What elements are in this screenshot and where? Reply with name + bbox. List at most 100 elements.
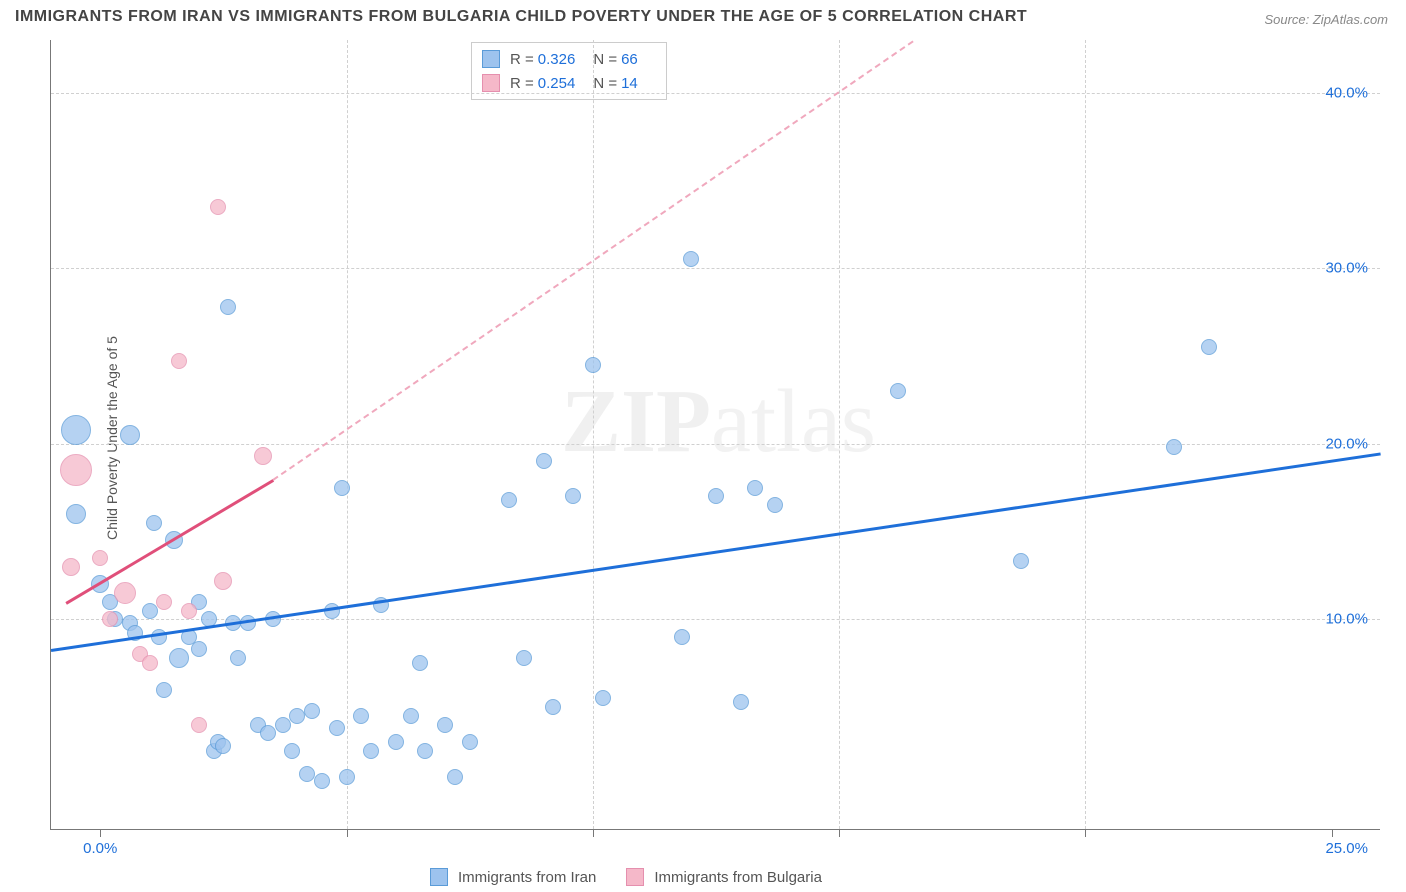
legend-item-bulgaria: Immigrants from Bulgaria — [626, 868, 822, 886]
data-point-iran — [462, 734, 478, 750]
gridline — [51, 93, 1380, 94]
data-point-iran — [767, 497, 783, 513]
legend-swatch-bulgaria-icon — [626, 868, 644, 886]
data-point-iran — [304, 703, 320, 719]
data-point-bulgaria — [142, 655, 158, 671]
data-point-iran — [545, 699, 561, 715]
data-point-iran — [329, 720, 345, 736]
data-point-bulgaria — [60, 454, 92, 486]
data-point-bulgaria — [156, 594, 172, 610]
data-point-iran — [230, 650, 246, 666]
n-label: N = — [593, 75, 617, 92]
legend-label-bulgaria: Immigrants from Bulgaria — [654, 869, 822, 886]
data-point-iran — [353, 708, 369, 724]
data-point-bulgaria — [171, 353, 187, 369]
stats-row-2: R = 0.254 N = 14 — [482, 71, 656, 95]
data-point-iran — [142, 603, 158, 619]
x-tick — [100, 829, 101, 837]
data-point-bulgaria — [102, 611, 118, 627]
r-label: R = — [510, 75, 534, 92]
x-axis-left-label: 0.0% — [83, 840, 117, 857]
data-point-iran — [683, 251, 699, 267]
data-point-bulgaria — [62, 558, 80, 576]
data-point-bulgaria — [254, 447, 272, 465]
plot-area: ZIPatlas R = 0.326 N = 66 R = 0.254 N = … — [50, 40, 1380, 830]
gridline — [593, 40, 594, 829]
chart-title: IMMIGRANTS FROM IRAN VS IMMIGRANTS FROM … — [15, 8, 1027, 26]
bottom-legend: Immigrants from Iran Immigrants from Bul… — [430, 868, 852, 886]
data-point-iran — [565, 488, 581, 504]
data-point-bulgaria — [191, 717, 207, 733]
n-value-2: 14 — [621, 75, 638, 92]
y-tick-label: 30.0% — [1325, 260, 1368, 277]
data-point-bulgaria — [214, 572, 232, 590]
data-point-iran — [289, 708, 305, 724]
data-point-bulgaria — [181, 603, 197, 619]
data-point-iran — [674, 629, 690, 645]
data-point-iran — [363, 743, 379, 759]
legend-label-iran: Immigrants from Iran — [458, 869, 596, 886]
x-tick — [1332, 829, 1333, 837]
watermark-thin: atlas — [711, 372, 876, 471]
data-point-iran — [260, 725, 276, 741]
data-point-iran — [284, 743, 300, 759]
data-point-iran — [156, 682, 172, 698]
gridline — [1085, 40, 1086, 829]
data-point-iran — [314, 773, 330, 789]
x-axis-right-label: 25.0% — [1325, 840, 1368, 857]
data-point-iran — [299, 766, 315, 782]
data-point-iran — [146, 515, 162, 531]
y-tick-label: 40.0% — [1325, 84, 1368, 101]
data-point-iran — [890, 383, 906, 399]
data-point-iran — [339, 769, 355, 785]
gridline — [839, 40, 840, 829]
source-label: Source: ZipAtlas.com — [1264, 12, 1388, 27]
data-point-iran — [169, 648, 189, 668]
data-point-iran — [1166, 439, 1182, 455]
y-tick-label: 10.0% — [1325, 611, 1368, 628]
data-point-iran — [61, 415, 91, 445]
legend-swatch-iran-icon — [430, 868, 448, 886]
gridline — [51, 268, 1380, 269]
data-point-iran — [516, 650, 532, 666]
data-point-bulgaria — [210, 199, 226, 215]
data-point-iran — [501, 492, 517, 508]
stats-row-1: R = 0.326 N = 66 — [482, 47, 656, 71]
data-point-iran — [412, 655, 428, 671]
data-point-iran — [120, 425, 140, 445]
data-point-iran — [66, 504, 86, 524]
y-tick-label: 20.0% — [1325, 435, 1368, 452]
r-label: R = — [510, 51, 534, 68]
data-point-iran — [1013, 553, 1029, 569]
data-point-bulgaria — [92, 550, 108, 566]
data-point-iran — [275, 717, 291, 733]
n-value-1: 66 — [621, 51, 638, 68]
data-point-iran — [437, 717, 453, 733]
swatch-bulgaria-icon — [482, 74, 500, 92]
data-point-iran — [536, 453, 552, 469]
watermark-bold: ZIP — [561, 372, 711, 471]
chart-container: IMMIGRANTS FROM IRAN VS IMMIGRANTS FROM … — [0, 0, 1406, 892]
data-point-iran — [334, 480, 350, 496]
x-tick — [593, 829, 594, 837]
trendline — [51, 453, 1381, 652]
data-point-iran — [595, 690, 611, 706]
trendline — [65, 479, 273, 604]
data-point-iran — [447, 769, 463, 785]
data-point-iran — [747, 480, 763, 496]
data-point-iran — [403, 708, 419, 724]
r-value-1: 0.326 — [538, 51, 576, 68]
gridline — [347, 40, 348, 829]
stats-legend: R = 0.326 N = 66 R = 0.254 N = 14 — [471, 42, 667, 100]
data-point-iran — [585, 357, 601, 373]
watermark: ZIPatlas — [561, 370, 876, 473]
x-tick — [347, 829, 348, 837]
r-value-2: 0.254 — [538, 75, 576, 92]
swatch-iran-icon — [482, 50, 500, 68]
data-point-iran — [191, 641, 207, 657]
data-point-bulgaria — [114, 582, 136, 604]
data-point-iran — [388, 734, 404, 750]
x-tick — [839, 829, 840, 837]
data-point-iran — [1201, 339, 1217, 355]
data-point-iran — [417, 743, 433, 759]
